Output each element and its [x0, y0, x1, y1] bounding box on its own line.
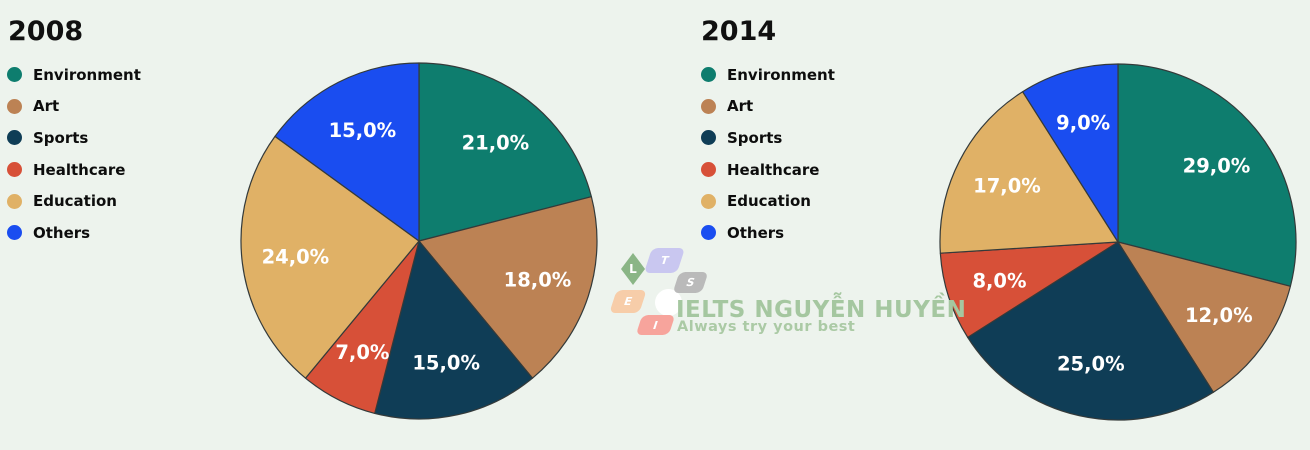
chart-title-2014: 2014 [701, 16, 777, 47]
legend-color-dot [701, 193, 716, 209]
slice-label-environment: 29,0% [1183, 155, 1251, 178]
legend-2014: Environment Art Sports Healthcare Education O… [701, 59, 835, 249]
pie-slice-sports [967, 241, 1214, 421]
slice-label-environment: 21,0% [462, 132, 530, 155]
pie-slice-environment [418, 62, 593, 242]
legend-color-dot [7, 225, 22, 241]
pie-slice-education [240, 135, 420, 379]
pie-slice-sports [374, 240, 534, 420]
slice-label-education: 17,0% [973, 174, 1041, 197]
legend-label: Environment [33, 65, 141, 84]
watermark-tagline-text: Always try your best [677, 319, 856, 335]
slice-label-others: 9,0% [1056, 111, 1110, 134]
legend-label: Art [727, 97, 754, 116]
legend-item-environment: Environment [7, 59, 141, 91]
pie-slice-others [1022, 63, 1119, 243]
legend-color-dot [7, 98, 22, 114]
legend-label: Education [727, 192, 811, 211]
legend-item-healthcare: Healthcare [7, 154, 141, 186]
slice-label-healthcare: 7,0% [335, 341, 389, 364]
slice-label-art: 18,0% [504, 269, 572, 292]
legend-2008: Environment Art Sports Healthcare Education O… [7, 59, 141, 249]
legend-color-dot [701, 225, 716, 241]
legend-item-education: Education [701, 185, 835, 217]
legend-item-art: Art [7, 91, 141, 123]
legend-label: Healthcare [33, 160, 126, 179]
legend-color-dot [7, 130, 22, 146]
legend-item-others: Others [701, 217, 835, 249]
pie-slice-art [1117, 241, 1292, 393]
legend-color-dot [701, 162, 716, 178]
slice-label-sports: 15,0% [412, 352, 480, 375]
legend-label: Healthcare [727, 160, 820, 179]
pie-slice-others [274, 62, 420, 242]
logo-tile-e: E [609, 290, 647, 313]
pie-chart-2014: 29,0% 12,0% 25,0% 8,0% 17,0% 9,0% [939, 63, 1297, 421]
pie-slice-healthcare [939, 241, 1119, 338]
legend-color-dot [7, 162, 22, 178]
legend-label: Others [33, 223, 91, 242]
legend-item-sports: Sports [7, 122, 141, 154]
logo-tile-i: I [635, 315, 676, 335]
legend-item-environment: Environment [701, 59, 835, 91]
legend-item-healthcare: Healthcare [701, 154, 835, 186]
legend-color-dot [701, 98, 716, 114]
pie-slice-art [418, 196, 598, 379]
logo-tile-t: T [643, 248, 686, 273]
slice-label-education: 24,0% [262, 246, 330, 269]
legend-label: Environment [727, 65, 835, 84]
slice-label-sports: 25,0% [1057, 353, 1125, 376]
slice-label-healthcare: 8,0% [972, 270, 1026, 293]
logo-tile-l: L [621, 253, 645, 285]
legend-item-sports: Sports [701, 122, 835, 154]
chart-title-2008: 2008 [8, 16, 84, 47]
legend-color-dot [7, 193, 22, 209]
pie-slice-environment [1117, 63, 1297, 287]
legend-label: Education [33, 192, 117, 211]
legend-item-education: Education [7, 185, 141, 217]
legend-item-others: Others [7, 217, 141, 249]
logo-circle [655, 289, 682, 316]
pie-chart-2008: 21,0% 18,0% 15,0% 7,0% 24,0% 15,0% [240, 62, 598, 420]
legend-color-dot [701, 130, 716, 146]
logo-tile-s: S [672, 272, 709, 293]
legend-color-dot [7, 67, 22, 83]
slice-label-others: 15,0% [329, 119, 397, 142]
legend-label: Sports [727, 128, 783, 147]
legend-label: Sports [33, 128, 89, 147]
legend-label: Others [727, 223, 785, 242]
slice-label-art: 12,0% [1185, 304, 1253, 327]
legend-color-dot [701, 67, 716, 83]
legend-item-art: Art [701, 91, 835, 123]
pie-slice-education [939, 91, 1119, 254]
legend-label: Art [33, 97, 60, 116]
watermark-brand-text: IELTS NGUYỄN HUYỀN [676, 297, 967, 323]
